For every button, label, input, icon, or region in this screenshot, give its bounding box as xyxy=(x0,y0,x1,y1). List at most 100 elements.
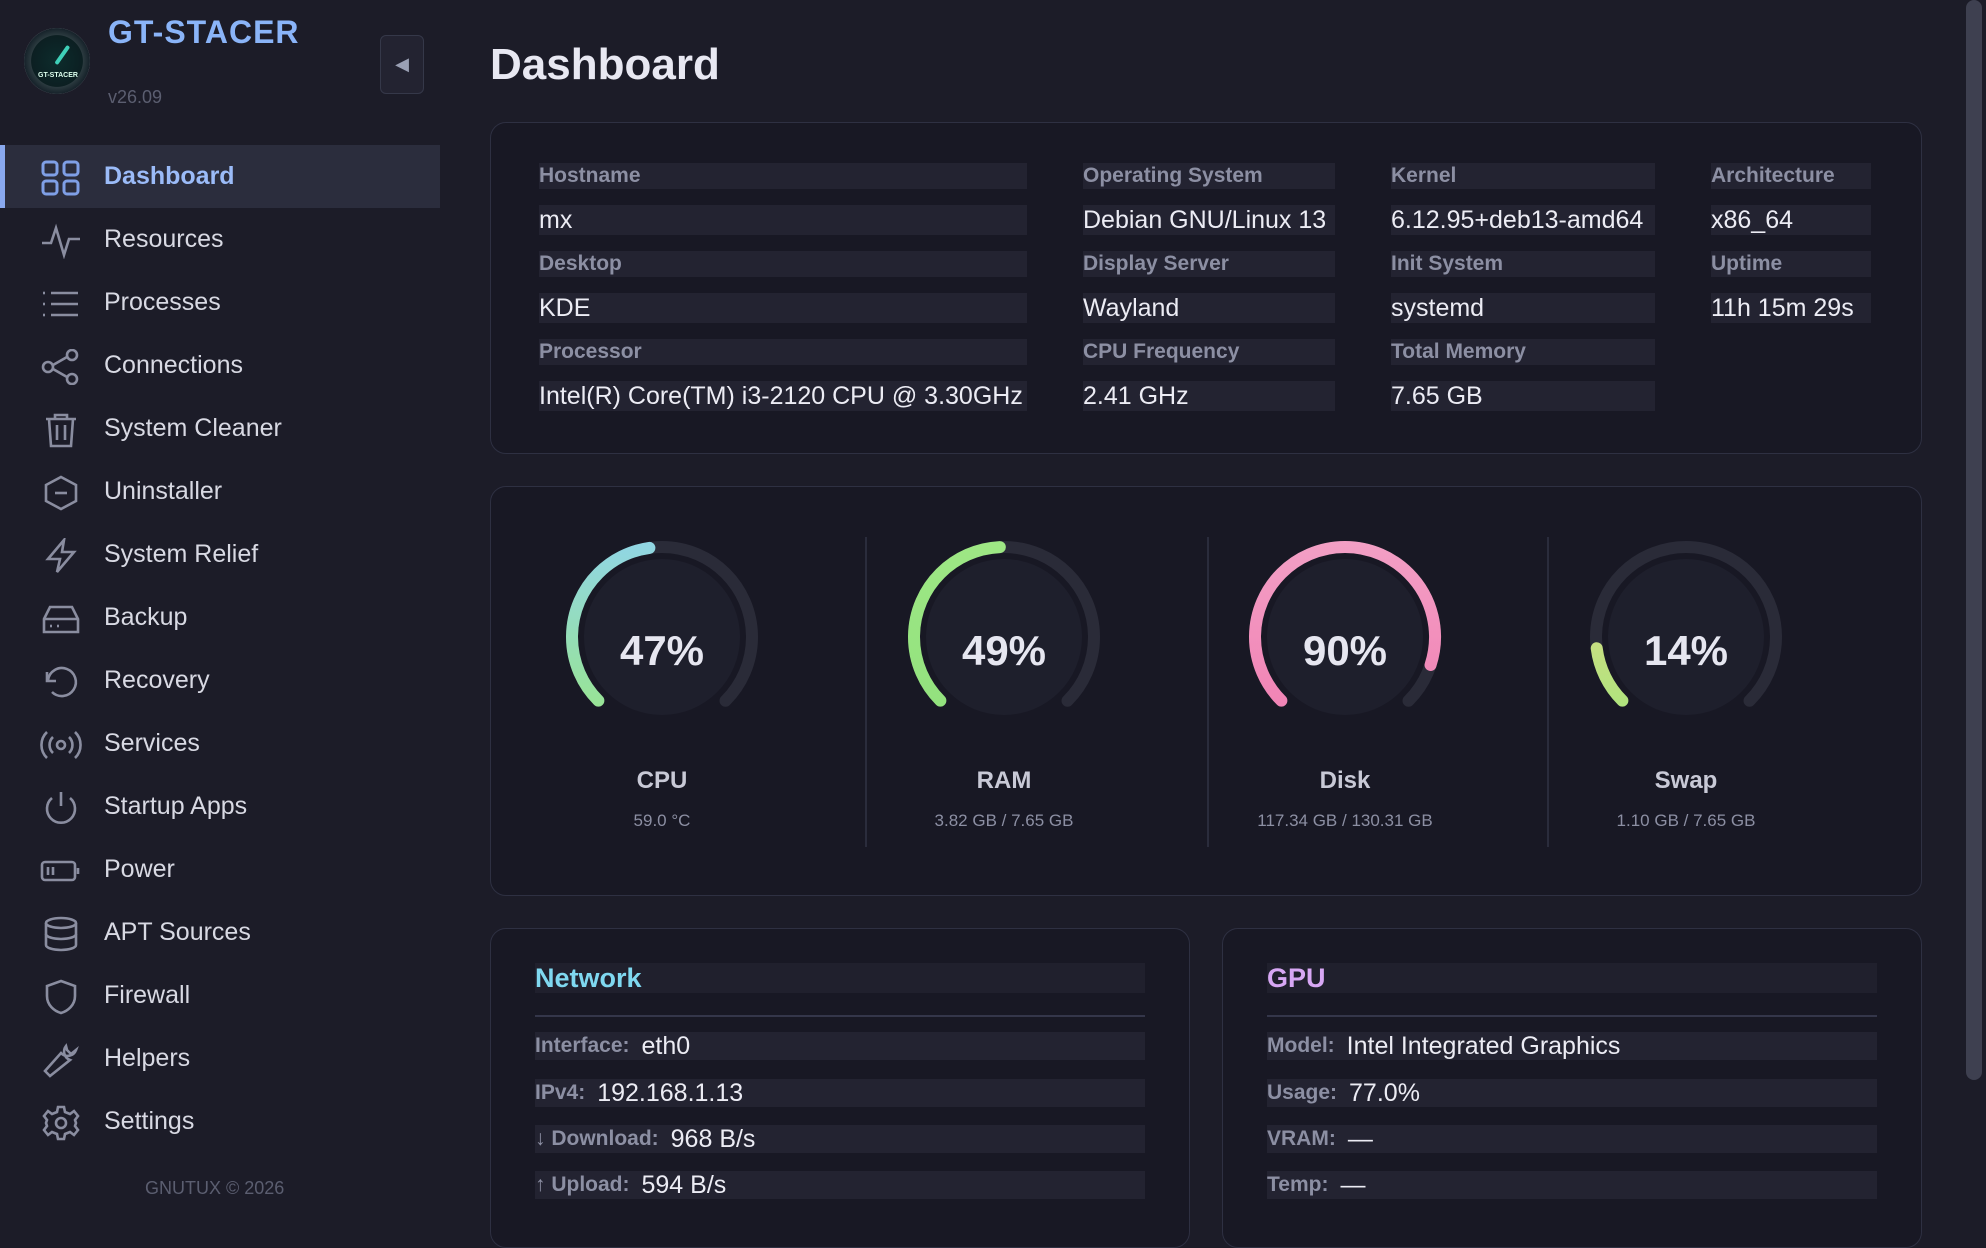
lightning-icon xyxy=(45,538,77,573)
network-interface-row: Interface: eth0 xyxy=(535,1032,1145,1060)
sidebar-item-label: Helpers xyxy=(104,1044,191,1072)
gauge-divider xyxy=(1547,537,1549,847)
page-title: Dashboard xyxy=(490,40,720,89)
total-memory-label: Total Memory xyxy=(1391,339,1655,365)
swap-gauge: 14% Swap 1.10 GB / 7.65 GB xyxy=(1515,487,1857,897)
sidebar-item-settings[interactable]: Settings xyxy=(0,1090,440,1153)
ipv4-label: IPv4: xyxy=(535,1081,586,1104)
hostname-label: Hostname xyxy=(539,163,1027,189)
gauge-center xyxy=(926,559,1082,715)
gauge-center xyxy=(1267,559,1423,715)
disk-detail: 117.34 GB / 130.31 GB xyxy=(1257,811,1433,830)
sidebar-item-resources[interactable]: Resources xyxy=(0,208,440,271)
sidebar-item-label: Uninstaller xyxy=(104,477,223,505)
network-title: Network xyxy=(535,963,1145,993)
sidebar-item-power[interactable]: Power xyxy=(0,838,440,901)
sidebar-item-label: System Relief xyxy=(104,540,259,568)
sidebar-item-label: Resources xyxy=(104,225,224,253)
cpu-detail: 59.0 °C xyxy=(633,811,691,830)
gpu-card: GPU Model: Intel Integrated Graphics Usa… xyxy=(1222,928,1922,1248)
sidebar-item-processes[interactable]: Processes xyxy=(0,271,440,334)
swap-percent: 14% xyxy=(1643,627,1729,674)
disk-percent: 90% xyxy=(1302,627,1388,674)
list-icon xyxy=(43,291,78,317)
init-system-value: systemd xyxy=(1391,293,1655,323)
cpu-gauge: 47% CPU 59.0 °C xyxy=(491,487,833,897)
drive-icon xyxy=(42,605,80,634)
power-icon xyxy=(45,792,77,825)
sidebar-item-label: Startup Apps xyxy=(104,792,248,820)
disk-gauge-ring xyxy=(1249,541,1441,733)
gauge-center xyxy=(584,559,740,715)
sidebar-item-system-relief[interactable]: System Relief xyxy=(0,523,440,586)
swap-label: Swap xyxy=(1654,767,1718,794)
os-value: Debian GNU/Linux 13 xyxy=(1083,205,1335,235)
gauge-fill xyxy=(566,541,758,733)
collapse-sidebar-button[interactable]: ◀ xyxy=(380,35,424,94)
sidebar-item-firewall[interactable]: Firewall xyxy=(0,964,440,1027)
sidebar-item-label: APT Sources xyxy=(104,918,251,946)
network-card: Network Interface: eth0 IPv4: 192.168.1.… xyxy=(490,928,1190,1248)
sidebar-item-startup-apps[interactable]: Startup Apps xyxy=(0,775,440,838)
gauge-divider xyxy=(865,537,867,847)
sidebar-item-system-cleaner[interactable]: System Cleaner xyxy=(0,397,440,460)
sidebar-item-backup[interactable]: Backup xyxy=(0,586,440,649)
ram-gauge-ring xyxy=(908,541,1100,733)
processor-value: Intel(R) Core(TM) i3-2120 CPU @ 3.30GHz xyxy=(539,381,1027,411)
footer-copyright: GNUTUX © 2026 xyxy=(145,1178,285,1198)
download-label: ↓ Download: xyxy=(535,1127,659,1150)
model-value: Intel Integrated Graphics xyxy=(1346,1031,1621,1060)
os-label: Operating System xyxy=(1083,163,1335,189)
ram-label: RAM xyxy=(976,767,1032,794)
battery-icon xyxy=(40,860,80,882)
usage-gauges-card: 47% CPU 59.0 °C 49% RAM 3.82 GB / 7.65 G… xyxy=(490,486,1922,896)
init-system-label: Init System xyxy=(1391,251,1655,277)
ipv4-value: 192.168.1.13 xyxy=(597,1078,744,1107)
kernel-label: Kernel xyxy=(1391,163,1655,189)
desktop-label: Desktop xyxy=(539,251,1027,277)
swap-detail: 1.10 GB / 7.65 GB xyxy=(1616,811,1756,830)
cpu-percent: 47% xyxy=(619,627,705,674)
cpu-frequency-value: 2.41 GHz xyxy=(1083,381,1335,411)
network-divider xyxy=(535,1015,1145,1017)
sidebar-item-connections[interactable]: Connections xyxy=(0,334,440,397)
sidebar-item-dashboard[interactable]: Dashboard xyxy=(0,145,440,208)
gauge-fill xyxy=(1249,541,1441,733)
upload-label: ↑ Upload: xyxy=(535,1173,630,1196)
pulse-icon xyxy=(42,223,80,259)
chevron-left-icon: ◀ xyxy=(395,54,409,74)
gpu-vram-row: VRAM: — xyxy=(1267,1125,1877,1153)
sidebar-item-uninstaller[interactable]: Uninstaller xyxy=(0,460,440,523)
interface-value: eth0 xyxy=(641,1031,691,1060)
temp-value: — xyxy=(1340,1170,1366,1199)
network-upload-row: ↑ Upload: 594 B/s xyxy=(535,1171,1145,1199)
cpu-gauge-ring xyxy=(566,541,758,733)
network-ipv4-row: IPv4: 192.168.1.13 xyxy=(535,1079,1145,1107)
gauge-center xyxy=(1608,559,1764,715)
sidebar-item-label: Connections xyxy=(104,351,243,379)
swap-gauge-ring xyxy=(1590,541,1782,733)
sidebar-item-label: Dashboard xyxy=(104,162,235,190)
processor-label: Processor xyxy=(539,339,1027,365)
model-label: Model: xyxy=(1267,1034,1335,1057)
gauge-fill xyxy=(908,541,1100,733)
sidebar-item-helpers[interactable]: Helpers xyxy=(0,1027,440,1090)
sidebar-item-label: Power xyxy=(104,855,175,883)
gauge-fill xyxy=(1590,541,1782,733)
ram-detail: 3.82 GB / 7.65 GB xyxy=(934,811,1074,830)
vram-value: — xyxy=(1347,1124,1373,1153)
sidebar-item-recovery[interactable]: Recovery xyxy=(0,649,440,712)
sidebar-item-apt-sources[interactable]: APT Sources xyxy=(0,901,440,964)
sidebar-item-services[interactable]: Services xyxy=(0,712,440,775)
sidebar-item-label: Services xyxy=(104,729,200,757)
hostname-value: mx xyxy=(539,205,1027,235)
sidebar-item-label: Processes xyxy=(104,288,221,316)
ram-percent: 49% xyxy=(961,627,1047,674)
sidebar-item-label: Firewall xyxy=(104,981,191,1009)
ram-gauge: 49% RAM 3.82 GB / 7.65 GB xyxy=(833,487,1175,897)
sidebar-item-label: Settings xyxy=(104,1107,195,1135)
gpu-temp-row: Temp: — xyxy=(1267,1171,1877,1199)
architecture-label: Architecture xyxy=(1711,163,1871,189)
main-scrollbar[interactable] xyxy=(1966,0,1982,1080)
app-title: GT-STACER xyxy=(108,14,300,50)
